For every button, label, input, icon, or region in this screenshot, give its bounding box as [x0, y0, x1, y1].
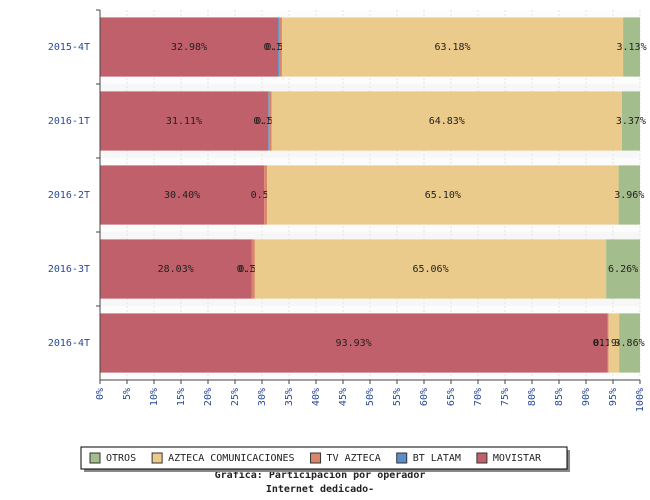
x-tick-label: 65% — [446, 388, 457, 406]
x-tick-label: 90% — [581, 388, 592, 406]
bar-segment — [278, 17, 280, 77]
y-tick-label: 2016-1T — [48, 116, 90, 127]
bar-segment — [619, 313, 640, 373]
value-label: 3.96% — [614, 190, 644, 201]
x-tick-label: 0% — [95, 388, 106, 400]
bar-segment — [618, 165, 640, 225]
bar-segment — [623, 17, 640, 77]
value-label: 32.98% — [171, 42, 207, 53]
x-tick-label: 85% — [554, 388, 565, 406]
x-tick-label: 75% — [500, 388, 511, 406]
x-tick-label: 25% — [230, 388, 241, 406]
bar-segment — [621, 91, 640, 151]
x-tick-label: 95% — [608, 388, 619, 406]
bar-segment — [100, 165, 265, 225]
value-label: 28.03% — [158, 264, 194, 275]
x-tick-label: 40% — [311, 388, 322, 406]
bar-segment — [606, 239, 640, 299]
bar-segment — [608, 313, 609, 373]
legend-swatch — [396, 452, 408, 464]
value-label: 31.11% — [166, 116, 202, 127]
legend-label: AZTECA COMUNICACIONES — [168, 453, 294, 464]
legend-swatch — [476, 452, 488, 464]
y-tick-label: 2015-4T — [48, 42, 90, 53]
x-tick-label: 80% — [527, 388, 538, 406]
legend-label: OTROS — [106, 453, 136, 464]
bar-segment — [100, 239, 252, 299]
legend-swatch — [151, 452, 163, 464]
y-tick-label: 2016-3T — [48, 264, 90, 275]
x-tick-label: 70% — [473, 388, 484, 406]
value-label: 0.15% — [593, 338, 623, 349]
bar-segment — [267, 91, 269, 151]
value-label: 3.86% — [615, 338, 645, 349]
x-tick-label: 100% — [635, 388, 646, 412]
x-tick-label: 50% — [365, 388, 376, 406]
y-tick-label: 2016-4T — [48, 338, 90, 349]
bar-segment — [267, 165, 619, 225]
value-label: 63.18% — [434, 42, 470, 53]
bar-segment — [271, 91, 622, 151]
value-label: 0.54% — [265, 42, 295, 53]
value-label: 64.83% — [429, 116, 465, 127]
value-label: 65.06% — [412, 264, 448, 275]
value-label: 0.54% — [251, 190, 281, 201]
value-label: 0.15% — [253, 116, 283, 127]
x-tick-label: 55% — [392, 388, 403, 406]
x-tick-label: 60% — [419, 388, 430, 406]
bar-segment — [279, 17, 282, 77]
legend-label: BT LATAM — [413, 453, 461, 464]
legend-label: TV AZTECA — [327, 453, 381, 464]
value-label: 0.53% — [238, 264, 268, 275]
bar-segment — [252, 239, 255, 299]
legend-box — [80, 446, 568, 470]
chart-subtitle: Internet dedicado- — [266, 483, 374, 495]
value-label: 0.17% — [263, 42, 293, 53]
y-tick-label: 2016-2T — [48, 190, 90, 201]
value-label: 0.12% — [593, 338, 623, 349]
x-tick-label: 45% — [338, 388, 349, 406]
value-label: 3.13% — [616, 42, 646, 53]
bar-segment — [100, 313, 608, 373]
bar-segment — [251, 239, 253, 299]
value-label: 93.93% — [336, 338, 372, 349]
bar-segment — [100, 91, 268, 151]
x-tick-label: 35% — [284, 388, 295, 406]
value-label: 6.26% — [608, 264, 638, 275]
bar-segment — [100, 17, 279, 77]
value-label: 0.12% — [237, 264, 267, 275]
bar-segment — [264, 165, 268, 225]
legend: OTROS AZTECA COMUNICACIONES TV AZTECA BT LA… — [80, 446, 570, 472]
x-tick-label: 20% — [203, 388, 214, 406]
x-tick-label: 10% — [149, 388, 160, 406]
bar-segment — [608, 313, 620, 373]
bar-segment — [607, 313, 609, 373]
legend-swatch — [89, 452, 101, 464]
bar-segment — [281, 17, 624, 77]
value-label: 0.54% — [255, 116, 285, 127]
value-label: 3.37% — [616, 116, 646, 127]
value-label: 30.40% — [164, 190, 200, 201]
x-tick-label: 15% — [176, 388, 187, 406]
value-label: 65.10% — [425, 190, 461, 201]
value-label: 1.94% — [599, 338, 629, 349]
bar-segment — [268, 91, 272, 151]
bar-segment — [254, 239, 607, 299]
legend-swatch — [310, 452, 322, 464]
x-tick-label: 5% — [122, 388, 133, 400]
x-tick-label: 30% — [257, 388, 268, 406]
legend-label: MOVISTAR — [493, 453, 542, 464]
